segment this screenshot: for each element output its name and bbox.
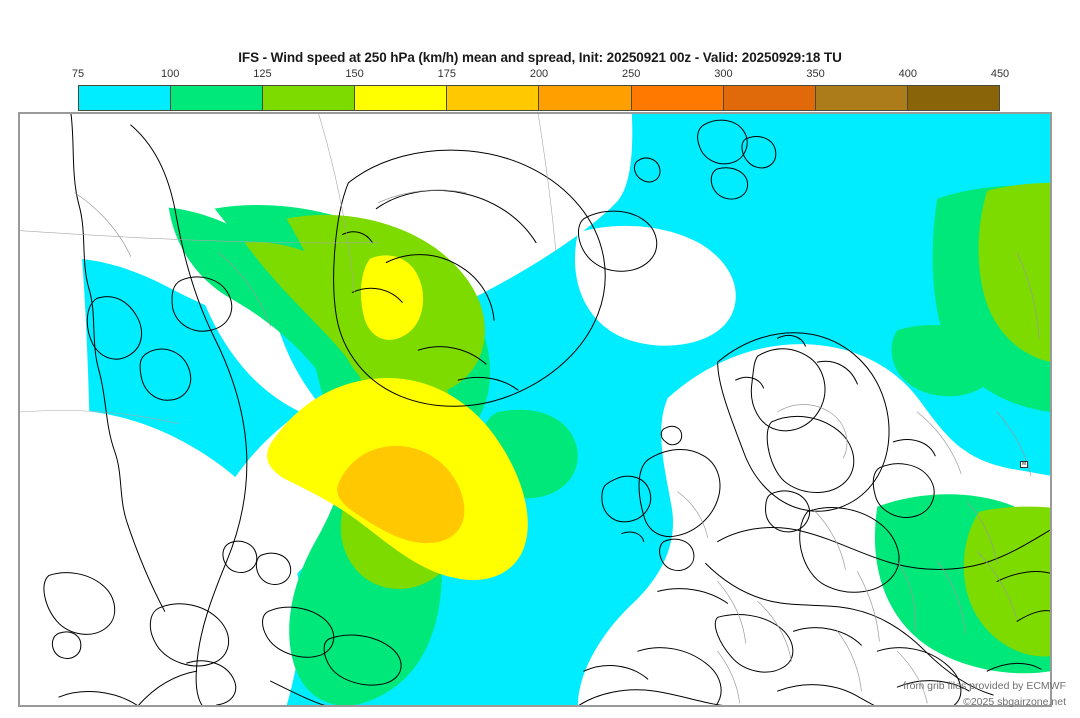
colorbar-tick-400: 400 bbox=[898, 68, 917, 80]
colorbar-segment-250-300 bbox=[631, 86, 724, 110]
band-150-175-north bbox=[360, 255, 424, 340]
colorbar-tick-350: 350 bbox=[806, 68, 825, 80]
city-marker-label: M bbox=[1020, 461, 1029, 468]
band-125-150-east bbox=[978, 182, 1051, 363]
map-border bbox=[19, 113, 1051, 706]
weather-map[interactable]: M bbox=[18, 112, 1052, 707]
colorbar-tick-150: 150 bbox=[345, 68, 364, 80]
colorbar-segment-300-350 bbox=[723, 86, 816, 110]
colorbar-swatches bbox=[78, 85, 1000, 111]
colorbar-tick-300: 300 bbox=[714, 68, 733, 80]
coastlines bbox=[19, 113, 1051, 706]
band-175-200 bbox=[337, 445, 465, 544]
colorbar-segment-400-450 bbox=[907, 86, 999, 110]
colorbar-segment-350-400 bbox=[815, 86, 908, 110]
colorbar-tick-100: 100 bbox=[161, 68, 180, 80]
watermark-copyright: ©2025 sbgairzone.net bbox=[963, 696, 1066, 708]
watermark-source: from grib files provided by ECMWF bbox=[903, 680, 1066, 692]
colorbar-segment-150-175 bbox=[355, 86, 448, 110]
colorbar-tick-125: 125 bbox=[253, 68, 272, 80]
map-canvas bbox=[19, 113, 1051, 706]
page-title: IFS - Wind speed at 250 hPa (km/h) mean … bbox=[238, 50, 842, 65]
colorbar-tick-labels: 75 100 125 150 175 200 250 300 350 400 450 bbox=[72, 68, 1009, 84]
band-100-125-ne-patch bbox=[891, 325, 995, 397]
hole-north-atlantic-small bbox=[574, 225, 736, 346]
colorbar-tick-450: 450 bbox=[990, 68, 1010, 80]
colorbar-segment-75-100 bbox=[79, 86, 172, 110]
colorbar-tick-75: 75 bbox=[71, 68, 85, 80]
colorbar-tick-200: 200 bbox=[529, 68, 549, 80]
colorbar-segment-200-250 bbox=[539, 86, 632, 110]
colorbar-tick-250: 250 bbox=[622, 68, 641, 80]
hole-west-atlantic bbox=[19, 409, 302, 706]
colorbar-segment-175-200 bbox=[447, 86, 540, 110]
colorbar: 75 100 125 150 175 200 250 300 350 400 450 bbox=[72, 68, 1009, 111]
band-125-150-se bbox=[963, 506, 1051, 657]
colorbar-segment-100-125 bbox=[171, 86, 264, 110]
contour-bands bbox=[19, 113, 1051, 706]
colorbar-segment-125-150 bbox=[263, 86, 356, 110]
colorbar-tick-175: 175 bbox=[437, 68, 456, 80]
